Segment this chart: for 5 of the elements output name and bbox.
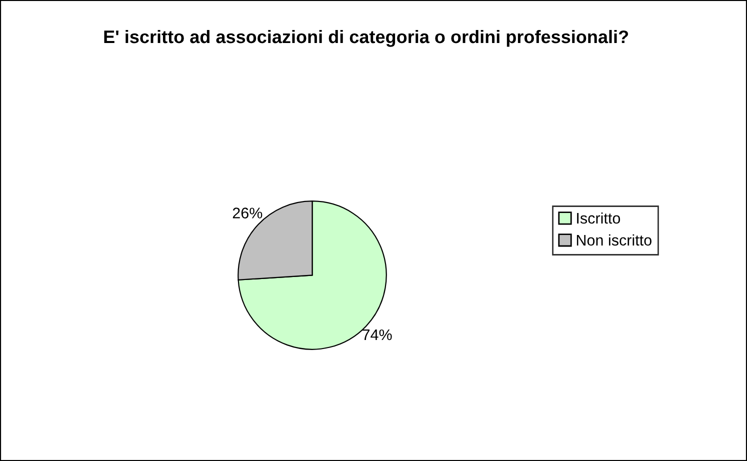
chart-title: E' iscritto ad associazioni di categoria o ordini professionali? — [104, 30, 628, 47]
data-label: 74% — [362, 329, 392, 340]
legend-label: Iscritto — [577, 212, 620, 224]
legend-label: Non iscritto — [576, 234, 652, 246]
data-label: 26% — [232, 208, 262, 218]
